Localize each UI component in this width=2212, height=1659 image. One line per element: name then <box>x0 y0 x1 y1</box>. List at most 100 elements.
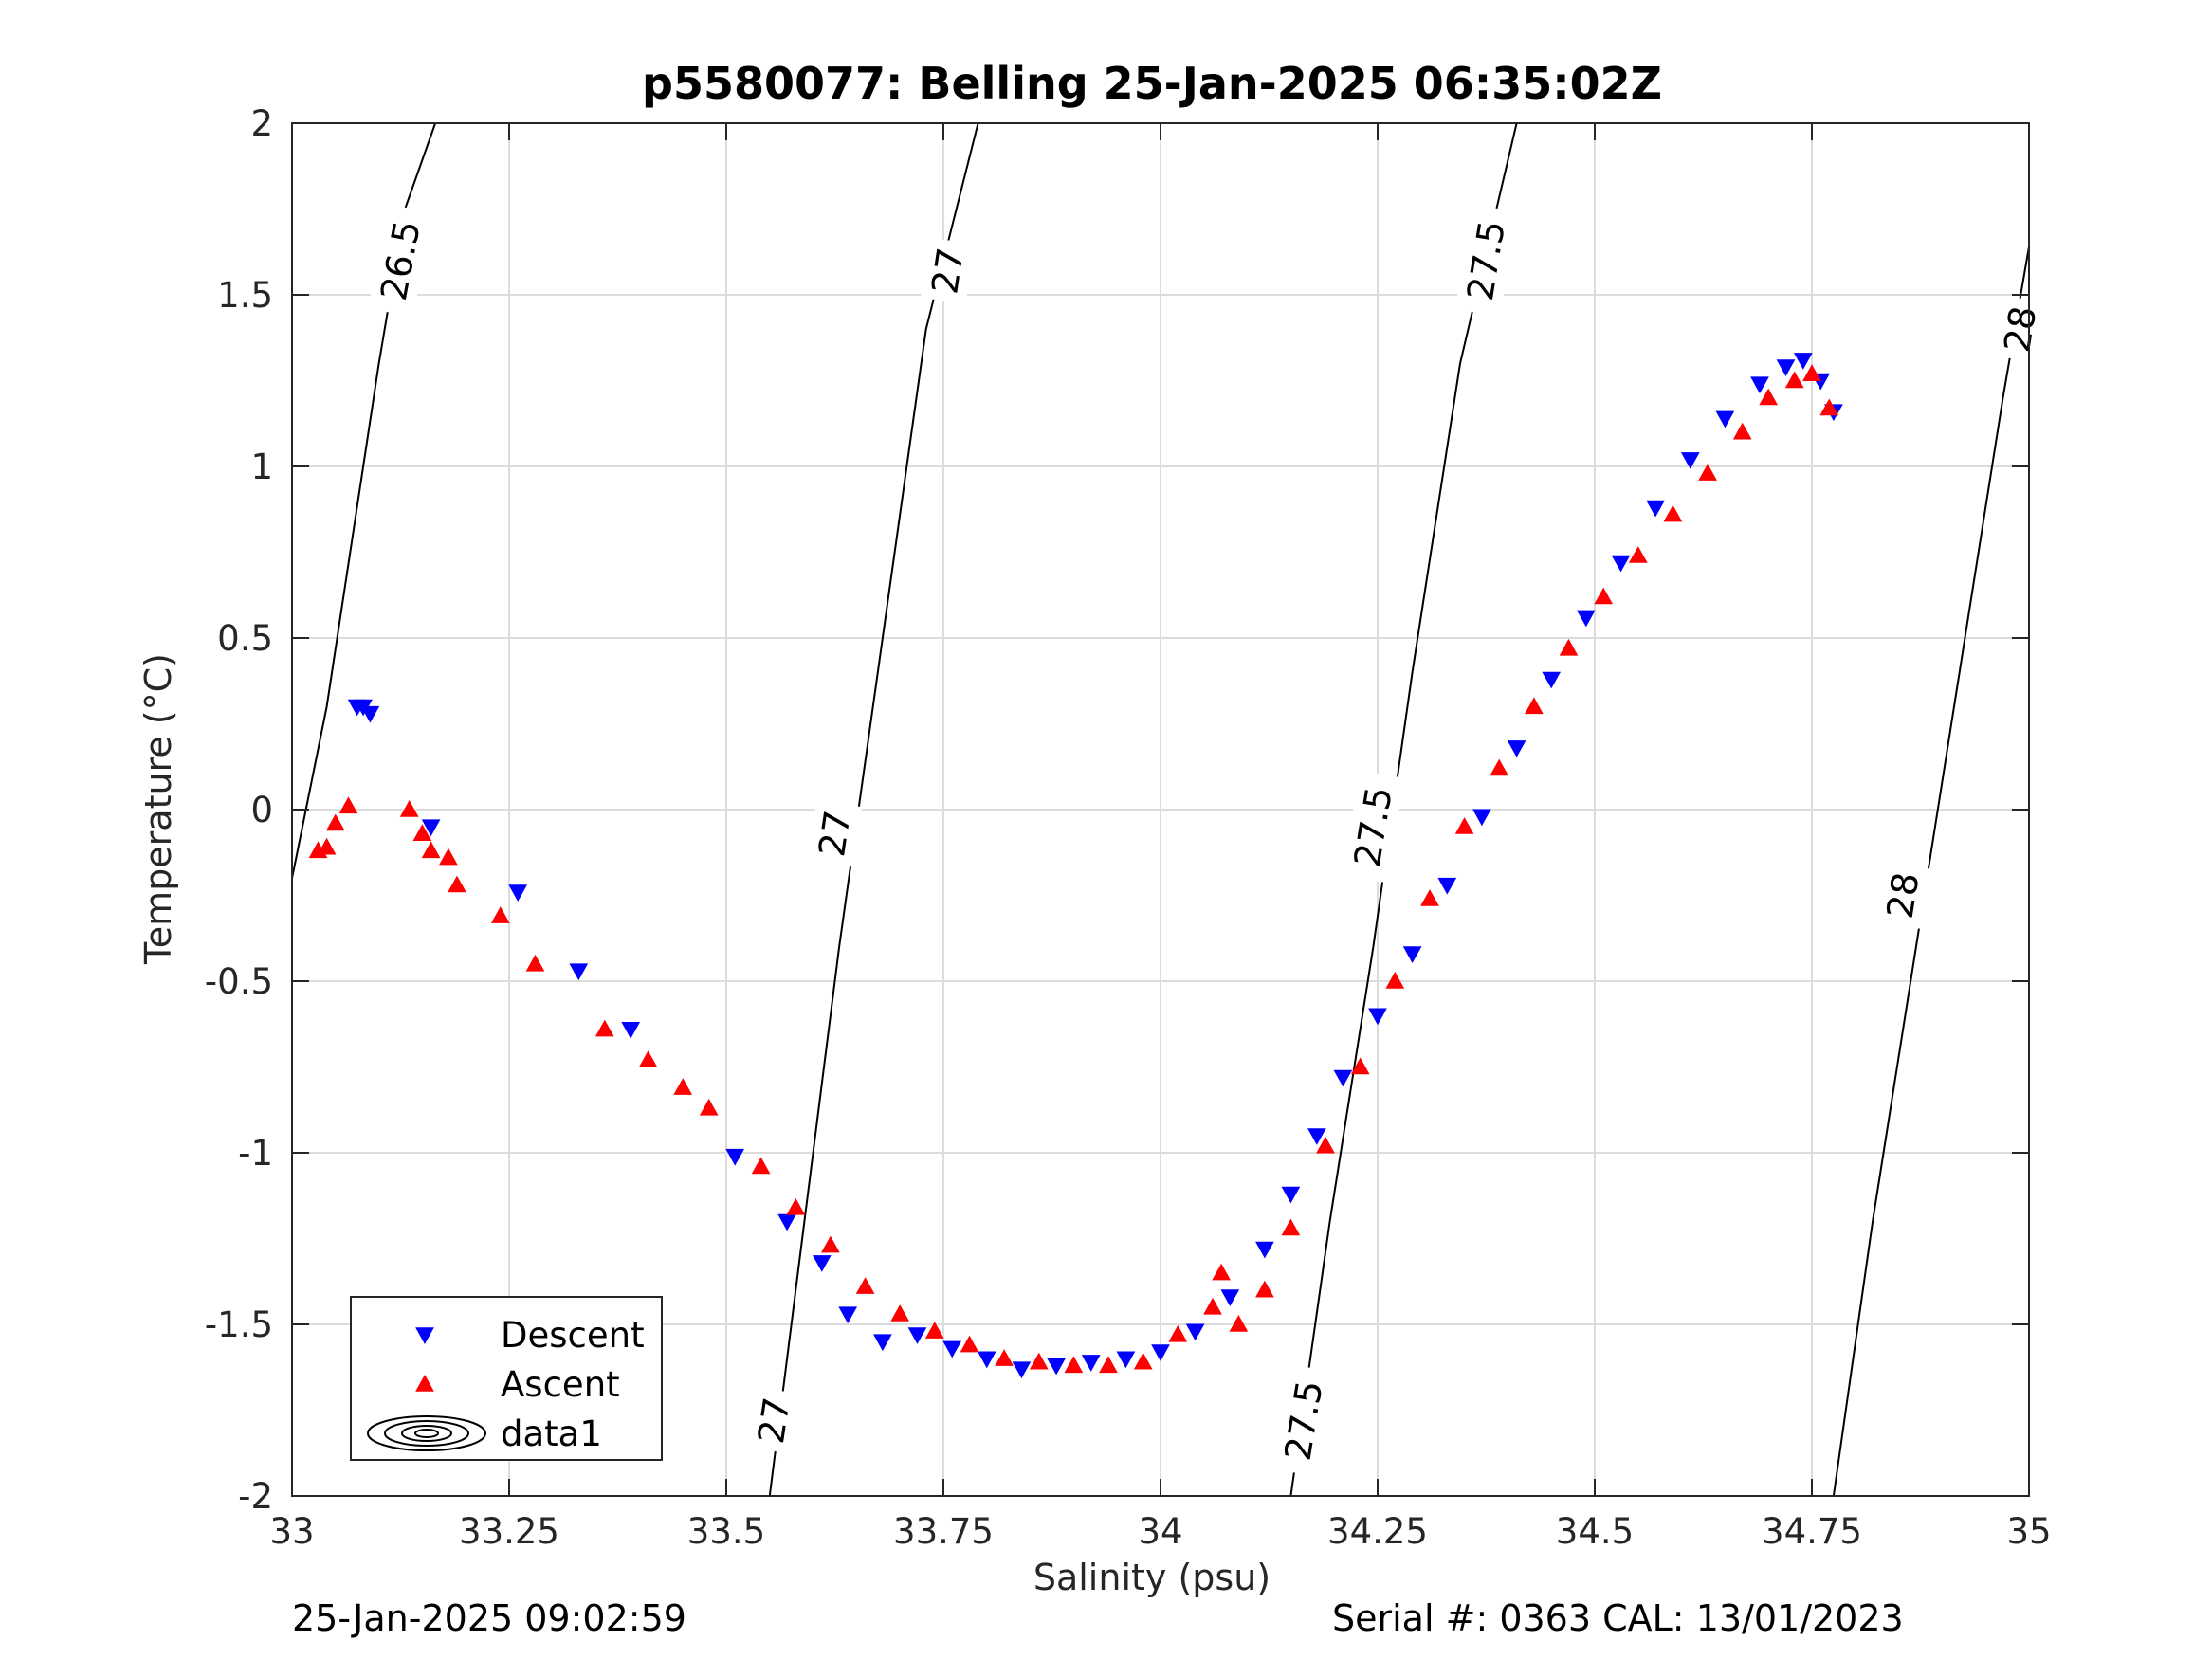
contour-label-group: 28 <box>1875 862 1930 929</box>
ascent-point <box>1316 1136 1335 1154</box>
series-ascent <box>308 364 1839 1374</box>
ascent-point <box>525 954 545 972</box>
contour-label-group: 28 <box>1993 295 2048 363</box>
ascent-point <box>412 824 432 841</box>
descent-point <box>1220 1289 1240 1307</box>
descent-point <box>1576 610 1596 628</box>
y-tick-label: 0.5 <box>217 618 273 659</box>
legend-label-ascent: Ascent <box>501 1364 620 1405</box>
contour-label: 26.5 <box>373 217 429 303</box>
contour-label-bg <box>1272 1364 1335 1477</box>
ascent-point <box>399 799 419 817</box>
descent-point <box>977 1351 996 1369</box>
descent-point <box>725 1148 745 1166</box>
ascent-point <box>1819 398 1839 416</box>
descent-point <box>1333 1069 1353 1087</box>
y-tick-label: 1.5 <box>217 275 273 316</box>
ascent-point <box>699 1098 719 1116</box>
legend: Descent Ascent data1 <box>350 1296 663 1461</box>
ascent-point <box>1350 1057 1370 1075</box>
contour-label: 27 <box>923 246 972 297</box>
ascent-point <box>786 1197 806 1215</box>
descent-point <box>1776 359 1796 377</box>
ascent-point <box>960 1335 979 1353</box>
ascent-point <box>924 1322 944 1339</box>
descent-point <box>812 1255 832 1272</box>
descent-point <box>1151 1344 1170 1362</box>
ascent-point <box>1594 587 1614 605</box>
contour-label-group: 27.5 <box>1272 1364 1335 1477</box>
ascent-point <box>821 1235 840 1253</box>
y-tick-label: 0 <box>250 790 273 830</box>
x-tick-label: 33 <box>269 1511 314 1552</box>
ascent-point <box>1255 1280 1274 1298</box>
descent-point <box>1368 1008 1387 1026</box>
descent-point <box>1507 740 1526 757</box>
contour-label-bg <box>1454 204 1518 317</box>
descent-point <box>1081 1355 1101 1372</box>
contour-label: 27.5 <box>1277 1377 1331 1464</box>
legend-label-data1: data1 <box>501 1413 602 1454</box>
descent-point <box>777 1213 796 1231</box>
y-tick-label: -2 <box>238 1476 273 1517</box>
grid <box>291 122 2030 1497</box>
ascent-point <box>1099 1356 1118 1374</box>
contour-label-group: 27 <box>746 1387 801 1454</box>
legend-contour-icon <box>367 1415 486 1451</box>
descent-point <box>1255 1241 1274 1259</box>
y-tick-label: -1 <box>238 1133 273 1174</box>
descent-point <box>838 1306 858 1324</box>
ascent-point <box>1559 638 1579 656</box>
contour-label-bg <box>1342 770 1405 884</box>
ascent-point <box>1698 464 1717 481</box>
contour-label-group: 27.5 <box>1342 770 1405 884</box>
descent-point <box>1047 1358 1066 1376</box>
descent-point <box>508 884 528 902</box>
contour-label-bg <box>807 800 863 867</box>
x-tick-label: 33.75 <box>893 1511 994 1552</box>
contour-label-bg <box>921 237 976 304</box>
ascent-point <box>855 1277 875 1294</box>
descent-point <box>421 819 441 837</box>
ascent-point <box>338 796 358 814</box>
x-tick-label: 34.75 <box>1762 1511 1862 1552</box>
ascent-point <box>325 813 345 831</box>
legend-label-descent: Descent <box>501 1315 645 1356</box>
descent-point <box>569 963 589 981</box>
x-tick-label: 33.5 <box>687 1511 765 1552</box>
x-axis-label: Salinity (psu) <box>1033 1557 1271 1598</box>
footer-timestamp: 25-Jan-2025 09:02:59 <box>292 1597 686 1639</box>
x-tick-label: 33.25 <box>459 1511 559 1552</box>
ascent-point <box>1203 1297 1222 1315</box>
x-tick-label: 35 <box>2006 1511 2051 1552</box>
descent-point <box>1793 353 1813 370</box>
descent-point <box>1611 555 1631 573</box>
ascent-point <box>490 906 510 923</box>
contour-label-group: 27.5 <box>1454 204 1518 317</box>
ascent-point <box>1454 817 1474 834</box>
contour-label-group: 26.5 <box>368 204 433 318</box>
ticks: 33 33.25 33.5 33.75 34 34.25 34.5 34.75 35 2 1.5 1 0… <box>205 103 2052 1552</box>
ascent-point <box>1229 1314 1249 1332</box>
contour-label-bg <box>1875 862 1930 929</box>
ascent-point <box>317 837 337 855</box>
descent-point <box>1281 1186 1301 1204</box>
contour-ring <box>401 1425 452 1442</box>
descent-point <box>1185 1323 1205 1341</box>
contour-label: 27 <box>811 808 859 859</box>
descent-point <box>1307 1128 1326 1145</box>
ascent-point <box>1759 388 1779 406</box>
descent-point <box>1116 1351 1136 1369</box>
descent-point <box>360 705 380 723</box>
y-tick-label: 2 <box>250 103 273 144</box>
ascent-point <box>1133 1352 1153 1370</box>
ascent-point <box>1064 1356 1084 1374</box>
contour-label-bg <box>746 1387 801 1454</box>
contour-label: 27.5 <box>1459 217 1513 303</box>
ascent-point <box>1029 1352 1049 1370</box>
ascent-point <box>1784 371 1804 389</box>
descent-point <box>1750 376 1769 394</box>
descent-point <box>1542 671 1562 689</box>
ascent-point <box>673 1078 693 1095</box>
